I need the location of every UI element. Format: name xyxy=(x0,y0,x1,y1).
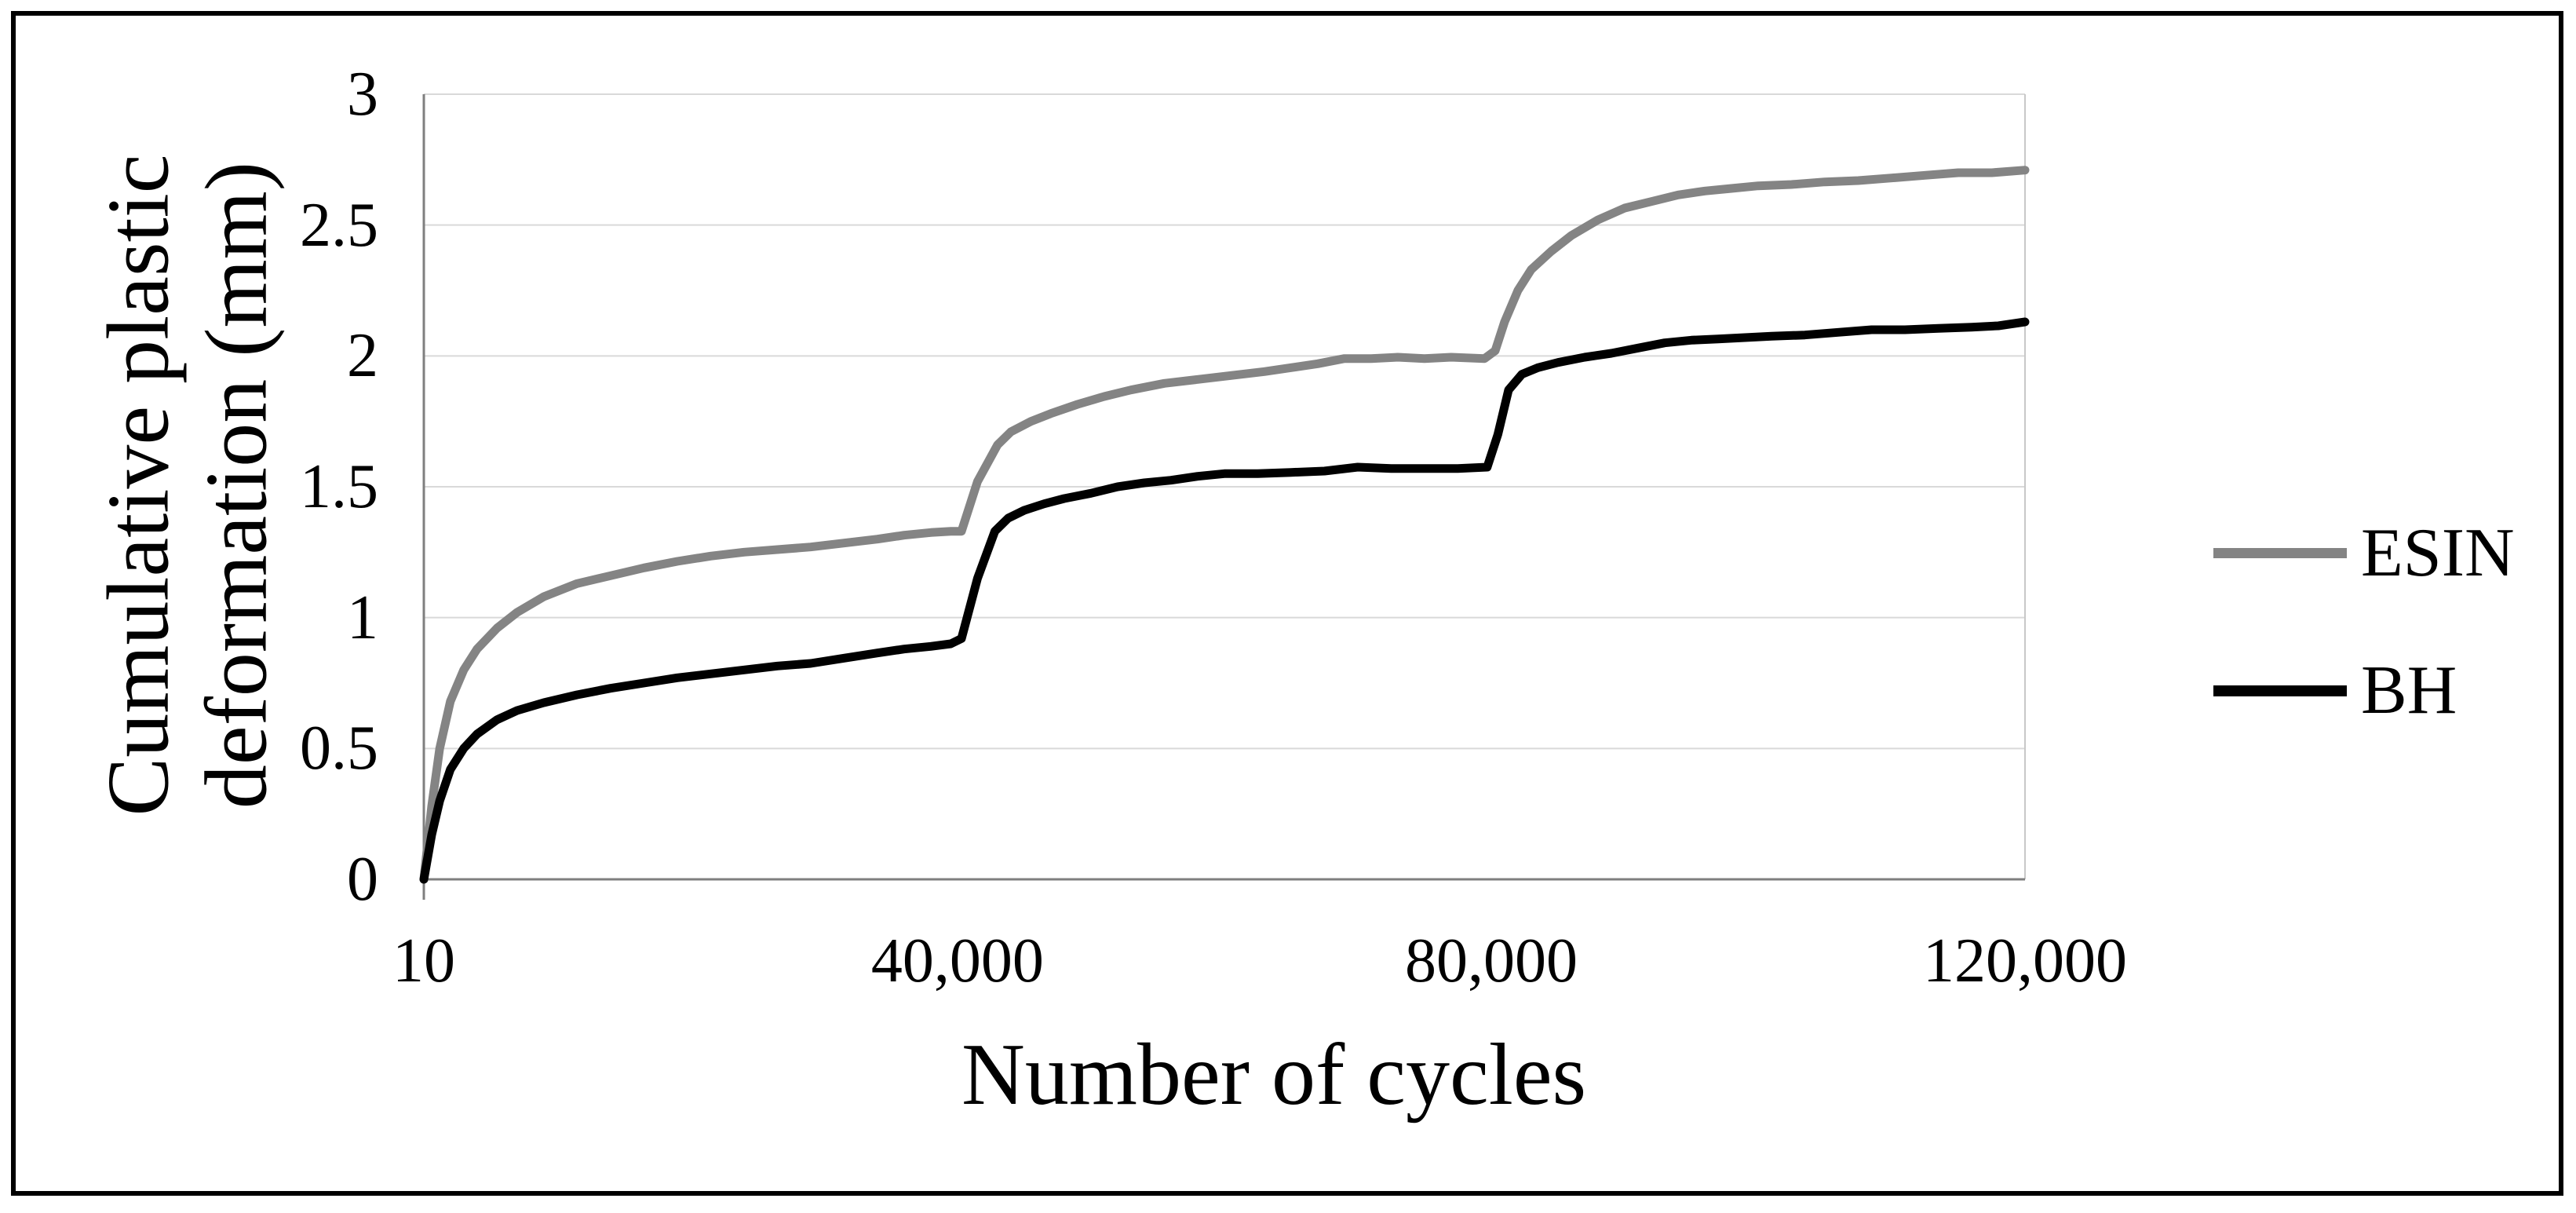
esin-line-swatch xyxy=(2213,548,2347,558)
x-tick-label: 120,000 xyxy=(1923,926,2127,996)
y-tick-label: 0.5 xyxy=(300,714,378,784)
y-tick-label: 0 xyxy=(347,845,378,914)
legend-label-esin: ESIN xyxy=(2361,515,2515,591)
plot-area xyxy=(419,93,2030,900)
series-line-bh xyxy=(419,317,2030,884)
legend-label-bh: BH xyxy=(2361,652,2457,729)
x-tick-label: 10 xyxy=(392,926,455,996)
y-tick-label: 2 xyxy=(347,321,378,391)
x-tick-label: 80,000 xyxy=(1404,926,1578,996)
y-tick-label: 1 xyxy=(347,583,378,652)
y-tick-label: 1.5 xyxy=(300,452,378,521)
bh-line-swatch xyxy=(2213,685,2347,696)
chart-outer-frame xyxy=(11,11,2563,1196)
x-tick-label: 40,000 xyxy=(870,926,1044,996)
series-line-esin xyxy=(419,166,2030,884)
y-tick-label: 2.5 xyxy=(300,190,378,260)
x-axis-title: Number of cycles xyxy=(961,1026,1587,1123)
y-tick-label: 3 xyxy=(347,60,378,129)
